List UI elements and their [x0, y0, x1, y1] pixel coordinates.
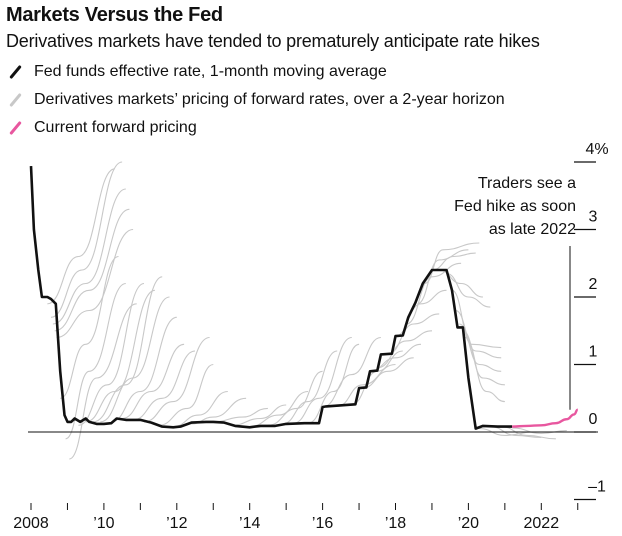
- forward-curve-line: [173, 390, 228, 428]
- y-tick-label: 3: [589, 209, 598, 226]
- forward-curve-line: [133, 350, 196, 421]
- y-tick-label: 1: [589, 344, 598, 361]
- x-tick-label: ’18: [385, 515, 406, 532]
- x-tick-label: ’20: [458, 515, 479, 532]
- forward-curve-line: [47, 168, 115, 305]
- forward-curve-line: [143, 336, 210, 423]
- forward-curve-line: [267, 370, 323, 426]
- forward-curve-line: [92, 276, 163, 423]
- forward-curve-line: [417, 249, 469, 305]
- forward-curve-line: [52, 188, 126, 325]
- chart-subtitle: Derivatives markets have tended to prema…: [6, 31, 540, 51]
- legend-label: Derivatives markets’ pricing of forward …: [34, 91, 505, 108]
- forward-curve-line: [512, 427, 567, 434]
- forward-curve-line: [431, 252, 476, 271]
- x-tick-label: ’14: [239, 515, 260, 532]
- forward-curve-line: [282, 350, 338, 425]
- y-tick-label: 2: [589, 276, 598, 293]
- forward-curve-line: [455, 309, 502, 359]
- forward-curve-line: [322, 336, 382, 408]
- forward-curve-line: [100, 296, 170, 423]
- annotation-line-1: Traders see a: [478, 175, 576, 192]
- forward-curve-line: [56, 228, 134, 339]
- forward-curve-line: [78, 282, 145, 426]
- legend-item-fed-funds: Fed funds effective rate, 1-month moving…: [8, 63, 387, 81]
- forward-curve-line: [479, 428, 535, 436]
- axes: 2008 ’10 ’12 ’14 ’16 ’18 ’20 2022 4% 3 2 1 0 –1: [13, 141, 608, 532]
- forward-curve-line: [307, 343, 360, 424]
- x-tick-label: 2008: [13, 515, 49, 532]
- y-tick-label: 0: [589, 411, 598, 428]
- forward-curve-line: [293, 336, 352, 424]
- forward-curve-line: [213, 407, 268, 423]
- forward-curve-line: [249, 390, 309, 428]
- forward-curve-line: [111, 316, 177, 423]
- fed-funds-line: [29, 166, 513, 430]
- forward-curve-line: [50, 161, 123, 318]
- forward-curve-line: [406, 262, 462, 325]
- x-tick-label: ’12: [166, 515, 187, 532]
- forward-curve-line: [65, 282, 126, 440]
- forward-curve-line: [122, 343, 185, 420]
- forward-curve-line: [54, 208, 130, 332]
- forward-curve-line: [158, 363, 214, 426]
- legend-label: Fed funds effective rate, 1-month moving…: [34, 63, 387, 80]
- forward-curve-line: [191, 397, 247, 425]
- forward-curve-line: [464, 336, 505, 403]
- forward-curves: [47, 161, 567, 460]
- legend-item-current-forward: Current forward pricing: [8, 119, 197, 137]
- forward-curve-line: [451, 289, 502, 349]
- forward-curve-line: [388, 313, 440, 355]
- forward-curve-line: [446, 272, 491, 308]
- forward-curve-line: [69, 303, 137, 460]
- forward-curve-line: [362, 357, 414, 389]
- annotation-line-2: Fed hike as soon: [454, 198, 576, 215]
- forward-curve-line: [231, 404, 287, 426]
- current-forward-line: [512, 408, 579, 428]
- series: [29, 166, 579, 430]
- x-tick-label: ’16: [312, 515, 333, 532]
- forward-curve-line: [490, 426, 542, 438]
- x-tick-label: ’10: [93, 515, 114, 532]
- forward-curve-line: [377, 330, 433, 369]
- legend-item-derivatives: Derivatives markets’ pricing of forward …: [8, 91, 505, 109]
- forward-curve-line: [85, 289, 156, 423]
- forward-curve-line: [462, 330, 505, 386]
- forward-curve-line: [395, 289, 447, 337]
- annotation-line-3: as late 2022: [489, 221, 576, 238]
- legend-label: Current forward pricing: [34, 119, 197, 136]
- forward-curve-line: [59, 255, 119, 399]
- y-tick-label: –1: [588, 479, 606, 496]
- forward-curve-line: [501, 426, 556, 440]
- forward-curve-line: [424, 242, 480, 285]
- y-tick-label: 4%: [585, 141, 608, 158]
- x-tick-label: 2022: [524, 515, 560, 532]
- chart-title: Markets Versus the Fed: [6, 4, 223, 26]
